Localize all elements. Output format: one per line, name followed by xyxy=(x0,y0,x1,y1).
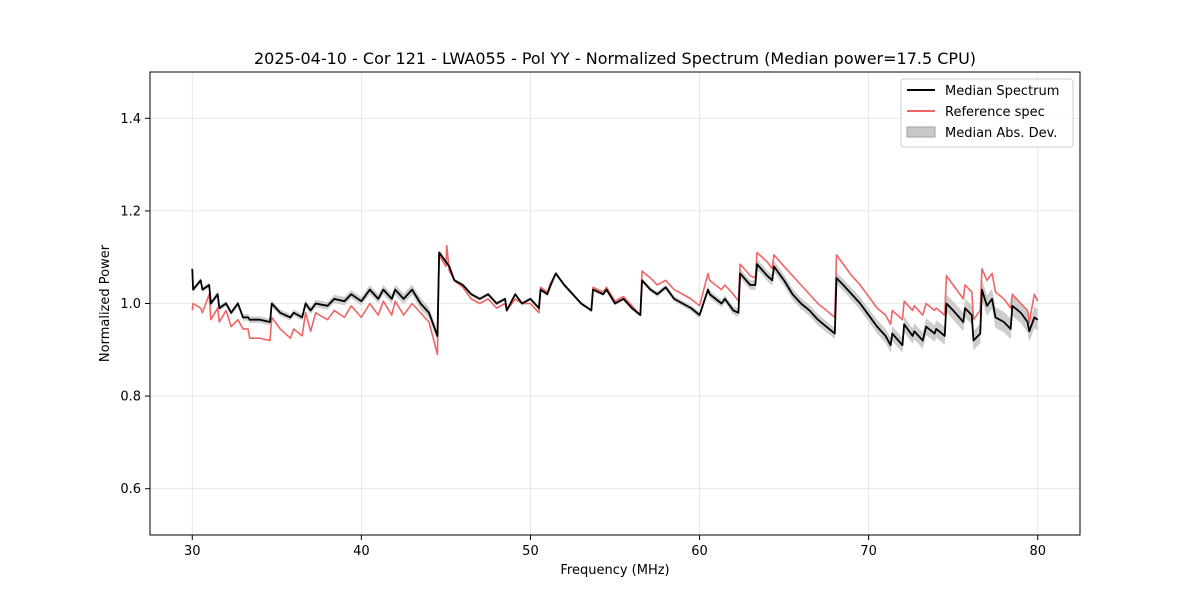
legend-box xyxy=(900,78,1074,148)
legend-reference-spec-label: Reference spec xyxy=(945,105,1045,120)
y-tick-label: 0.8 xyxy=(120,390,141,405)
y-tick-label: 0.6 xyxy=(120,482,141,497)
x-axis-label: Frequency (MHz) xyxy=(560,563,669,578)
chart-title: 2025-04-10 - Cor 121 - LWA055 - Pol YY -… xyxy=(254,49,976,68)
reference-spec-line xyxy=(191,244,1039,356)
y-tick-label: 1.0 xyxy=(120,297,141,312)
legend: Median Spectrum Reference spec Median Ab… xyxy=(900,78,1074,148)
series-layer xyxy=(191,244,1039,356)
legend-median-spectrum-label: Median Spectrum xyxy=(945,84,1059,99)
y-axis: 0.6 0.8 1.0 1.2 1.4 xyxy=(120,112,150,497)
x-axis: 30 40 50 60 70 80 xyxy=(184,535,1046,559)
x-tick-label: 70 xyxy=(860,544,877,559)
median-spectrum-line xyxy=(191,251,1039,347)
y-axis-label: Normalized Power xyxy=(98,244,113,362)
y-tick-label: 1.4 xyxy=(120,112,141,127)
x-tick-label: 40 xyxy=(353,544,370,559)
x-tick-label: 50 xyxy=(522,544,539,559)
x-tick-label: 60 xyxy=(691,544,708,559)
x-tick-label: 80 xyxy=(1029,544,1046,559)
x-tick-label: 30 xyxy=(184,544,201,559)
legend-median-abs-dev-swatch xyxy=(906,126,936,138)
y-tick-label: 1.2 xyxy=(120,204,141,219)
legend-median-abs-dev-label: Median Abs. Dev. xyxy=(945,126,1057,141)
